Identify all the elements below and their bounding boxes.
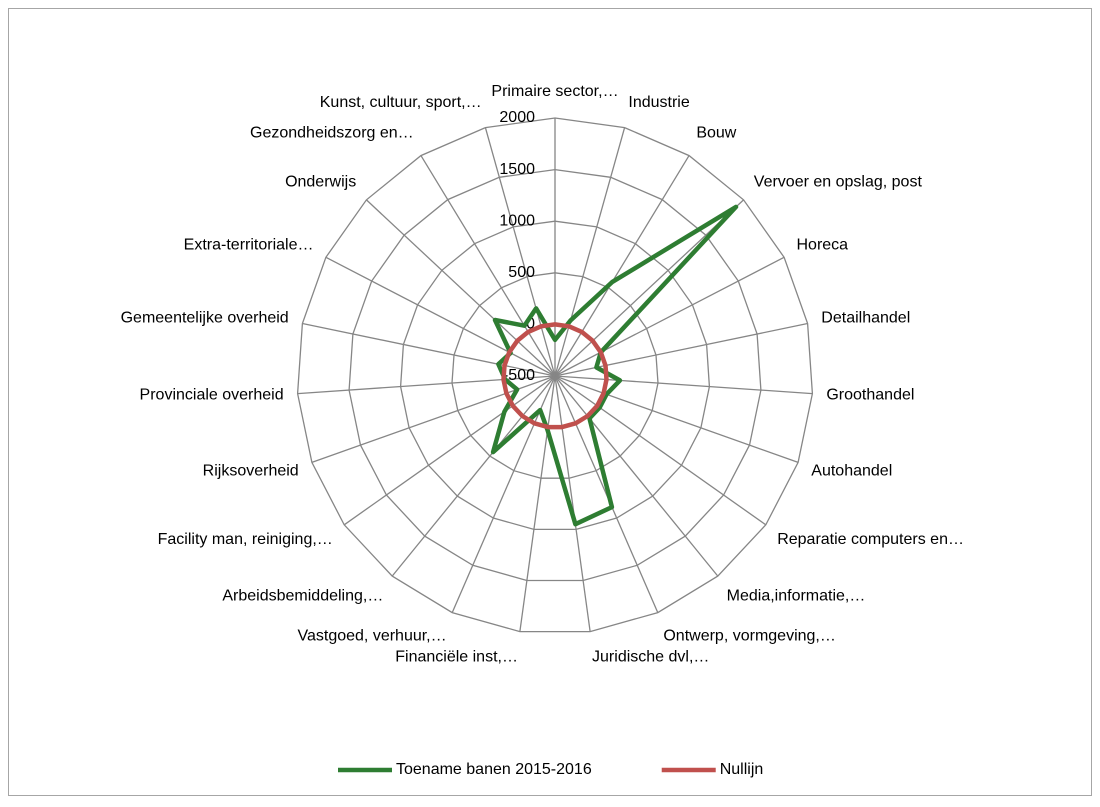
category-label: Groothandel	[826, 387, 914, 404]
spoke	[554, 256, 785, 377]
spoke	[554, 375, 719, 577]
spoke	[366, 199, 556, 377]
grid-ring	[399, 220, 711, 531]
category-label: Rijksoverheid	[203, 462, 299, 479]
grid-ring	[451, 272, 659, 479]
y-tick-label: 1500	[499, 161, 535, 178]
category-label: Gezondheidszorg en…	[250, 125, 414, 142]
spoke	[484, 127, 556, 377]
spoke	[554, 375, 813, 395]
category-label: Onderwijs	[285, 173, 356, 190]
category-label: Provinciale overheid	[140, 387, 284, 404]
category-label: Horeca	[797, 237, 849, 254]
category-label: Industrie	[628, 94, 689, 111]
category-label: Gemeentelijke overheid	[121, 309, 289, 326]
category-label: Reparatie computers en…	[777, 531, 964, 548]
category-label: Kunst, cultuur, sport,…	[320, 94, 482, 111]
legend-label: Toename banen 2015-2016	[396, 761, 592, 778]
spoke	[420, 155, 556, 377]
spoke	[519, 375, 556, 632]
category-label: Ontwerp, vormgeving,…	[663, 628, 836, 645]
category-label: Vastgoed, verhuur,…	[298, 628, 447, 645]
category-label: Juridische dvl,…	[592, 649, 709, 666]
grid-ring	[296, 117, 814, 633]
category-label: Detailhandel	[821, 309, 910, 326]
spoke	[554, 375, 799, 464]
spoke	[554, 375, 591, 632]
category-label: Bouw	[696, 125, 736, 142]
category-label: Arbeidsbemiddeling,…	[222, 588, 383, 605]
spoke	[554, 155, 690, 377]
y-tick-label: 2000	[499, 109, 535, 126]
spoke	[451, 375, 556, 613]
category-label: Media,informatie,…	[727, 588, 866, 605]
y-tick-label: 500	[508, 264, 535, 281]
series-line	[490, 204, 739, 527]
chart-border	[8, 8, 1092, 796]
spoke	[554, 199, 744, 377]
spoke	[325, 256, 556, 377]
spoke	[343, 375, 556, 526]
category-label: Facility man, reiniging,…	[158, 531, 333, 548]
y-tick-label: 1000	[499, 212, 535, 229]
spoke	[302, 322, 556, 377]
spoke	[554, 375, 767, 526]
spoke	[297, 375, 556, 395]
grid-ring	[348, 168, 762, 582]
category-label: Vervoer en opslag, post	[754, 173, 923, 190]
category-label: Extra-territoriale…	[184, 237, 314, 254]
y-tick-label: -500	[503, 367, 535, 384]
legend-label: Nullijn	[720, 761, 764, 778]
spoke	[391, 375, 556, 577]
series-line	[501, 322, 609, 430]
category-label: Autohandel	[811, 462, 892, 479]
y-tick-label: 0	[526, 316, 535, 333]
category-label: Primaire sector,…	[491, 83, 618, 100]
category-label: Financiële inst,…	[395, 649, 518, 666]
spoke	[554, 127, 626, 377]
